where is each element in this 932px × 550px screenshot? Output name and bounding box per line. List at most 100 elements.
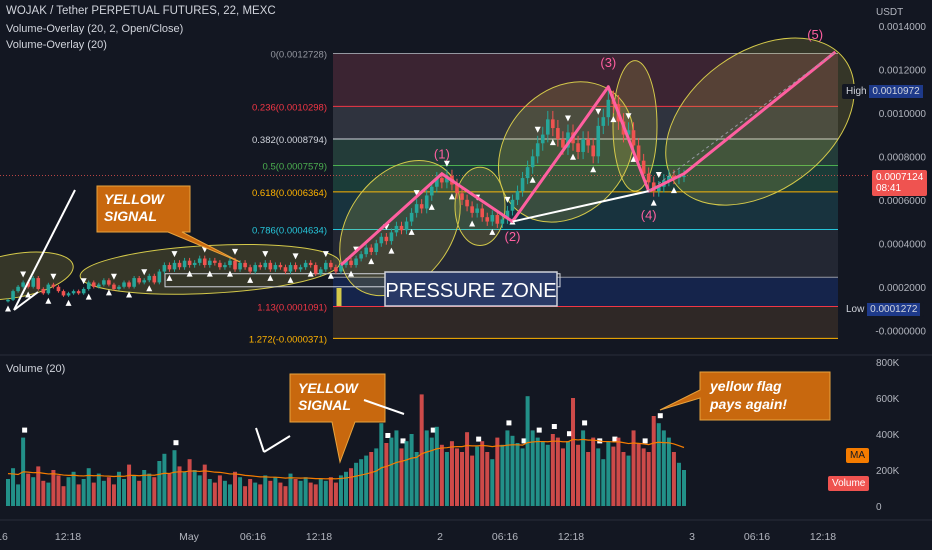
volume-bar [132, 475, 137, 506]
volume-bar [460, 452, 465, 506]
fib-label: 0.236(0.0010298) [252, 102, 327, 113]
price-tick-label: 0.0006000 [879, 196, 927, 207]
volume-bar [122, 479, 127, 506]
volume-bar [222, 480, 227, 506]
candle [495, 215, 500, 224]
buy-signal-marker [408, 228, 415, 235]
volume-bar [308, 482, 313, 506]
symbol-title[interactable]: WOJAK / Tether PERPETUAL FUTURES, 22, ME… [6, 5, 276, 17]
volume-bar [500, 444, 505, 506]
volume-bar [465, 432, 470, 506]
volume-bar [233, 471, 238, 506]
candle [71, 291, 76, 294]
price-tick-label: -0.0000000 [875, 326, 926, 337]
volume-bar [318, 479, 323, 506]
current-price: 0.0007124 [876, 172, 924, 183]
volume-flag-marker [582, 420, 588, 426]
volume-bar [682, 470, 686, 506]
volume-bar [576, 444, 581, 506]
highlight-ellipse [612, 60, 658, 192]
time-tick-label: 06:16 [744, 531, 770, 543]
volume-flag-marker [566, 431, 572, 437]
wave-label: (3) [600, 55, 616, 70]
candle [384, 236, 389, 242]
volume-bar [227, 484, 232, 506]
volume-flag-marker [476, 436, 482, 442]
volume-bar [565, 441, 570, 506]
volume-bar [505, 430, 510, 506]
candle [324, 262, 328, 270]
volume-flag-marker [657, 413, 663, 419]
sell-signal-marker [504, 196, 511, 203]
volume-bar [137, 480, 142, 506]
candle [26, 282, 30, 287]
candle [293, 265, 298, 270]
candle [445, 175, 449, 183]
candle [561, 138, 565, 148]
volume-bar [359, 459, 364, 506]
buy-signal-marker [570, 153, 577, 160]
time-tick-label: 06:16 [492, 531, 518, 543]
time-tick-label: 12:18 [55, 531, 81, 543]
time-tick-label: 12:18 [810, 531, 836, 543]
candle [667, 175, 671, 181]
volume-bar [404, 441, 409, 506]
volume-arrow-1b [263, 435, 291, 453]
buy-signal-marker [267, 274, 274, 281]
candle [329, 262, 333, 268]
candle [177, 262, 182, 268]
candle [76, 291, 81, 294]
buy-signal-marker [5, 305, 11, 312]
volume-flag-marker [385, 433, 391, 438]
fib-band [333, 106, 838, 140]
candle [535, 143, 540, 157]
candle [192, 262, 197, 266]
volume-bar [26, 473, 31, 506]
candle [263, 262, 268, 268]
candle [213, 260, 217, 263]
volume-bar [439, 444, 444, 506]
volume-bar [475, 446, 480, 506]
volume-bar [379, 423, 384, 506]
volume-bar [16, 484, 21, 506]
bar-countdown: 08:41 [876, 183, 902, 194]
candle [303, 262, 308, 268]
volume-bar [253, 482, 258, 506]
sell-signal-marker [292, 253, 299, 260]
volume-bar [434, 426, 439, 506]
volume-bar [429, 437, 434, 506]
volume-bar [409, 434, 414, 506]
candle [359, 254, 363, 259]
volume-bar [349, 468, 354, 506]
candle [51, 284, 56, 287]
volume-bar [611, 446, 616, 506]
fib-label: 0.786(0.0004634) [252, 226, 327, 237]
candle [440, 178, 444, 183]
candle [389, 232, 394, 242]
candle [223, 265, 227, 268]
buy-signal-marker [307, 270, 314, 277]
candle [374, 243, 379, 252]
candle [545, 119, 550, 135]
volume-pane-title[interactable]: Volume (20) [6, 363, 66, 375]
volume-bar [560, 448, 565, 506]
buy-signal-marker [126, 291, 133, 298]
highlight-ellipse [497, 81, 635, 223]
candle [46, 284, 51, 294]
candle [238, 262, 242, 270]
high-value: 0.0010972 [869, 85, 923, 98]
volume-tick-label: 0 [876, 502, 882, 513]
fib-band [333, 139, 838, 166]
candle [349, 260, 353, 266]
indicator-volume-overlay-2[interactable]: Volume-Overlay (20) [6, 39, 107, 51]
candle [21, 282, 25, 287]
sell-signal-marker [443, 160, 450, 167]
candle [102, 280, 106, 285]
volume-bar [11, 468, 16, 506]
candle [591, 145, 595, 157]
sell-signal-marker [110, 273, 117, 280]
indicator-volume-overlay-1[interactable]: Volume-Overlay (20, 2, Open/Close) [6, 23, 184, 35]
volume-bar [651, 416, 656, 506]
volume-bar [243, 486, 248, 506]
volume-moving-average [7, 438, 685, 480]
